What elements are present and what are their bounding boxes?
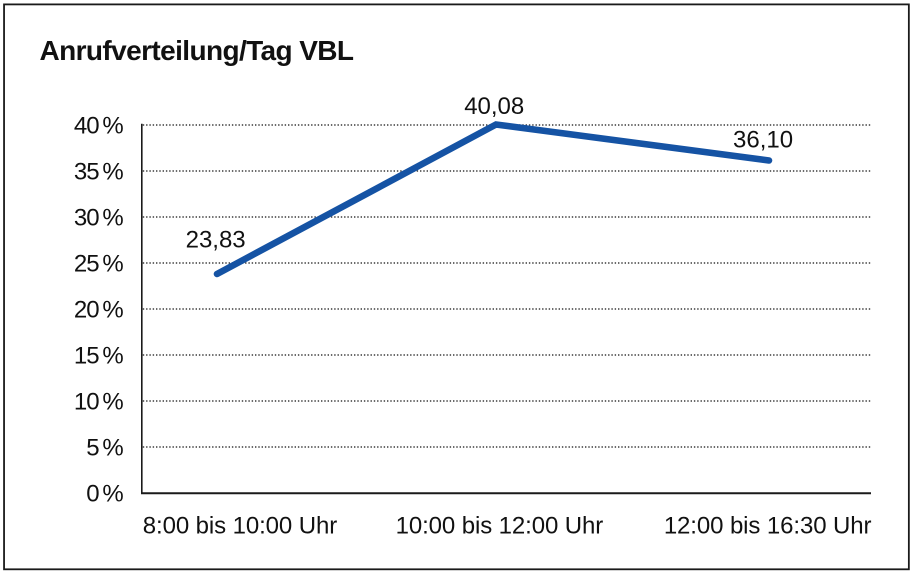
svg-text:20 %: 20 % xyxy=(74,296,124,323)
svg-text:25 %: 25 % xyxy=(74,250,124,277)
svg-text:40 %: 40 % xyxy=(74,112,124,139)
svg-text:5 %: 5 % xyxy=(86,434,123,461)
svg-text:12:00 bis 16:30 Uhr: 12:00 bis 16:30 Uhr xyxy=(664,512,872,539)
svg-text:35 %: 35 % xyxy=(74,158,124,185)
svg-text:Anrufverteilung/Tag VBL: Anrufverteilung/Tag VBL xyxy=(40,35,354,66)
svg-text:0 %: 0 % xyxy=(86,480,123,507)
svg-text:40,08: 40,08 xyxy=(464,93,524,120)
svg-text:30 %: 30 % xyxy=(74,204,124,231)
svg-text:23,83: 23,83 xyxy=(186,227,246,254)
svg-text:15 %: 15 % xyxy=(74,342,124,369)
svg-text:10 %: 10 % xyxy=(74,388,124,415)
svg-text:8:00 bis 10:00 Uhr: 8:00 bis 10:00 Uhr xyxy=(143,512,337,539)
svg-text:10:00 bis 12:00 Uhr: 10:00 bis 12:00 Uhr xyxy=(396,512,604,539)
svg-text:36,10: 36,10 xyxy=(733,127,793,154)
